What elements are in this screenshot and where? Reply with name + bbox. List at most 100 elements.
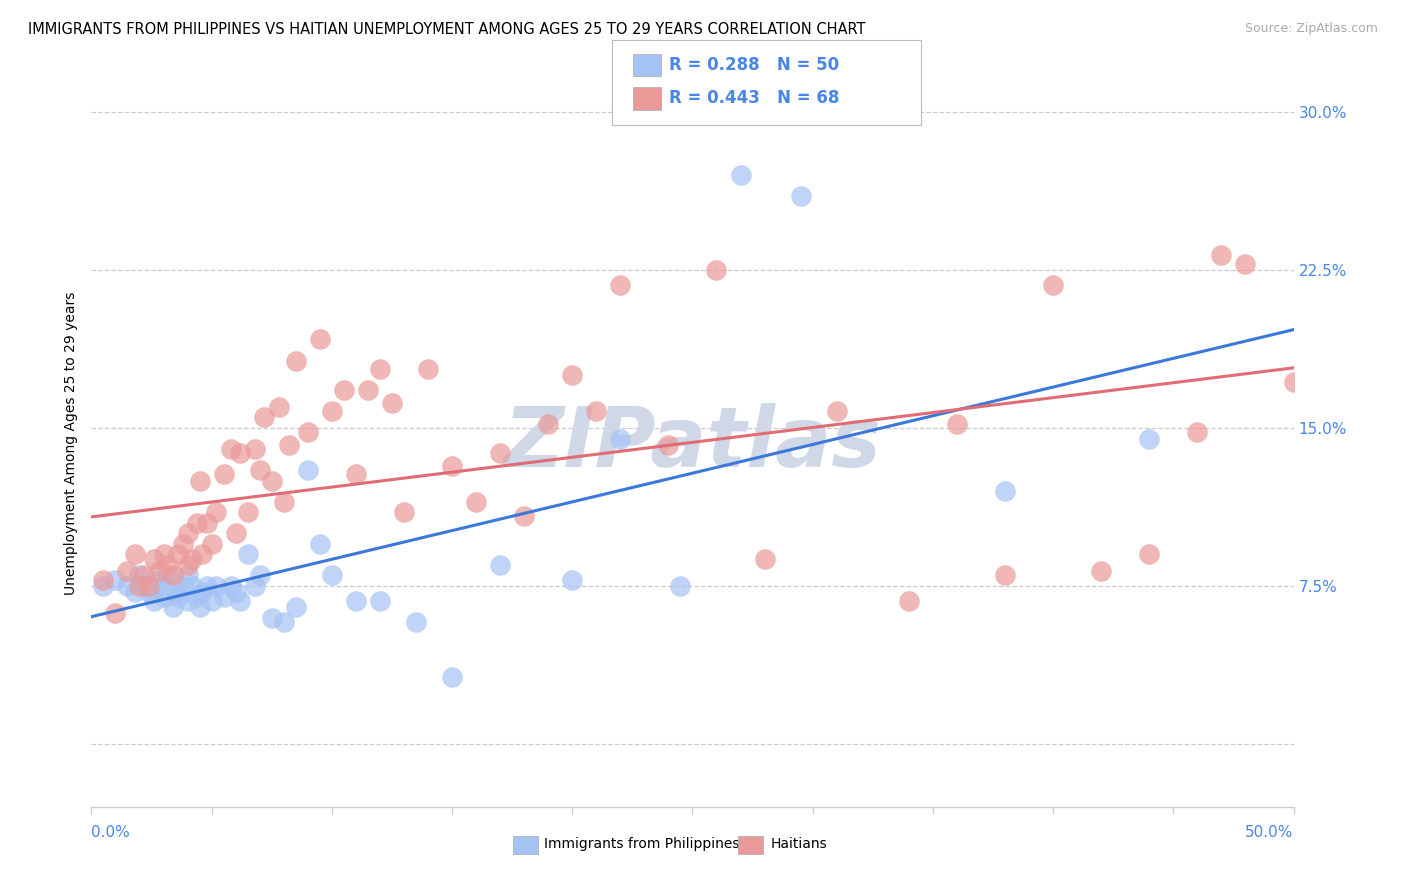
Point <box>267 400 290 414</box>
Point <box>789 189 811 203</box>
Point <box>657 438 679 452</box>
Point <box>176 568 198 582</box>
Point <box>188 600 211 615</box>
Point <box>344 467 367 482</box>
Point <box>195 579 218 593</box>
Point <box>117 564 139 578</box>
Point <box>157 568 180 582</box>
Point <box>273 615 295 629</box>
Point <box>229 593 252 607</box>
Point <box>243 442 266 456</box>
Point <box>219 442 242 456</box>
Point <box>225 526 247 541</box>
Point <box>104 607 127 621</box>
Point <box>249 463 271 477</box>
Point <box>321 568 343 582</box>
Point <box>333 383 356 397</box>
Point <box>368 362 391 376</box>
Point <box>754 551 776 566</box>
Text: Haitians: Haitians <box>770 837 827 851</box>
Point <box>188 474 211 488</box>
Point <box>308 333 330 347</box>
Point <box>93 579 115 593</box>
Point <box>284 353 307 368</box>
Point <box>465 494 488 508</box>
Point <box>142 593 165 607</box>
Point <box>561 368 583 383</box>
Point <box>368 593 391 607</box>
Point <box>191 548 214 562</box>
Point <box>134 568 156 582</box>
Point <box>167 548 190 562</box>
Point <box>730 168 752 182</box>
Point <box>381 395 404 409</box>
Point <box>165 585 187 599</box>
Text: Source: ZipAtlas.com: Source: ZipAtlas.com <box>1244 22 1378 36</box>
Point <box>148 573 170 587</box>
Point <box>181 579 204 593</box>
Point <box>297 425 319 440</box>
Point <box>585 404 607 418</box>
Point <box>994 484 1017 499</box>
Point <box>195 516 218 530</box>
Y-axis label: Unemployment Among Ages 25 to 29 years: Unemployment Among Ages 25 to 29 years <box>65 292 79 596</box>
Point <box>946 417 969 431</box>
Text: 50.0%: 50.0% <box>1246 825 1294 840</box>
Point <box>253 410 276 425</box>
Point <box>825 404 848 418</box>
Point <box>243 579 266 593</box>
Point <box>273 494 295 508</box>
Point <box>1137 548 1160 562</box>
Point <box>148 564 170 578</box>
Point <box>284 600 307 615</box>
Point <box>1234 257 1257 271</box>
Point <box>236 505 259 519</box>
Point <box>609 432 631 446</box>
Point <box>297 463 319 477</box>
Point <box>124 548 146 562</box>
Point <box>212 590 235 604</box>
Text: Immigrants from Philippines: Immigrants from Philippines <box>544 837 740 851</box>
Point <box>93 573 115 587</box>
Point <box>706 263 728 277</box>
Point <box>489 558 512 572</box>
Text: IMMIGRANTS FROM PHILIPPINES VS HAITIAN UNEMPLOYMENT AMONG AGES 25 TO 29 YEARS CO: IMMIGRANTS FROM PHILIPPINES VS HAITIAN U… <box>28 22 866 37</box>
Point <box>1211 248 1233 262</box>
Point <box>344 593 367 607</box>
Point <box>236 548 259 562</box>
Point <box>994 568 1017 582</box>
Point <box>128 579 150 593</box>
Point <box>176 558 198 572</box>
Text: R = 0.443   N = 68: R = 0.443 N = 68 <box>669 89 839 107</box>
Point <box>172 579 194 593</box>
Point <box>142 551 165 566</box>
Point <box>117 579 139 593</box>
Point <box>212 467 235 482</box>
Point <box>537 417 560 431</box>
Point <box>138 585 160 599</box>
Point <box>249 568 271 582</box>
Point <box>157 558 180 572</box>
Point <box>405 615 427 629</box>
Point <box>260 474 283 488</box>
Point <box>104 573 127 587</box>
Point <box>225 585 247 599</box>
Point <box>561 573 583 587</box>
Point <box>1090 564 1112 578</box>
Point <box>1042 277 1064 292</box>
Point <box>172 537 194 551</box>
Point <box>128 568 150 582</box>
Point <box>186 590 208 604</box>
Point <box>1187 425 1209 440</box>
Point <box>321 404 343 418</box>
Point <box>392 505 415 519</box>
Point <box>138 579 160 593</box>
Point <box>176 593 198 607</box>
Point <box>152 548 174 562</box>
Point <box>167 590 190 604</box>
Point <box>440 670 463 684</box>
Point <box>357 383 380 397</box>
Point <box>191 585 214 599</box>
Point <box>201 593 224 607</box>
Point <box>201 537 224 551</box>
